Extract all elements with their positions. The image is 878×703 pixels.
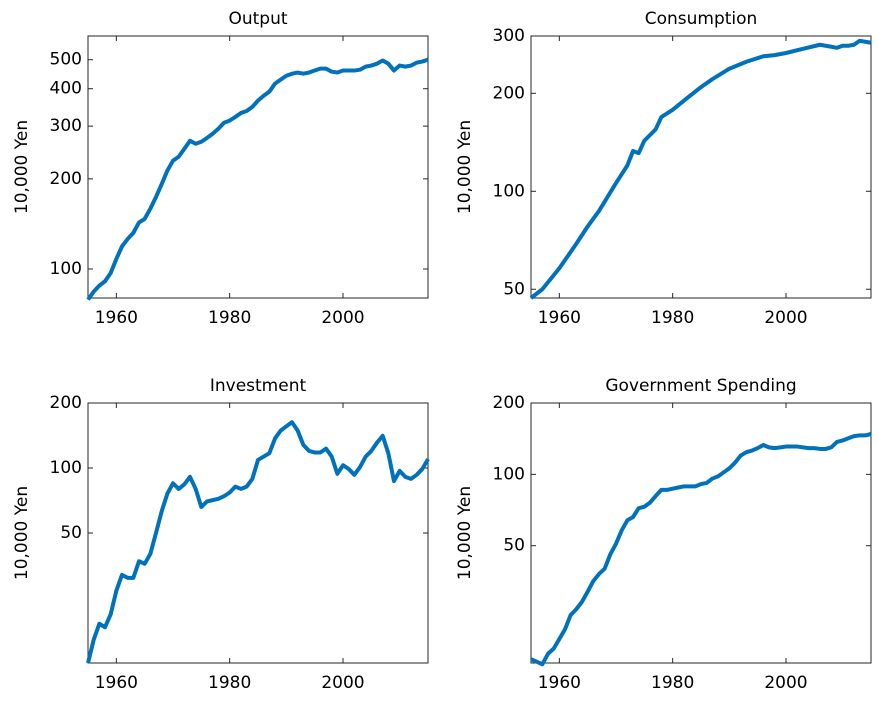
y-tick-label: 500 bbox=[50, 50, 82, 70]
y-axis-label: 10,000 Yen bbox=[455, 486, 475, 580]
x-tick-label: 2000 bbox=[321, 308, 364, 328]
y-tick-label: 200 bbox=[493, 393, 525, 413]
y-tick-label: 50 bbox=[60, 523, 82, 543]
x-tick-label: 1960 bbox=[538, 673, 581, 693]
y-tick-label: 300 bbox=[493, 26, 525, 46]
y-tick-label: 100 bbox=[493, 464, 525, 484]
x-tick-label: 1960 bbox=[95, 308, 138, 328]
x-tick-label: 1960 bbox=[95, 673, 138, 693]
y-tick-label: 200 bbox=[50, 393, 82, 413]
y-tick-label: 200 bbox=[50, 169, 82, 189]
y-tick-label: 50 bbox=[503, 279, 525, 299]
data-line bbox=[530, 432, 872, 667]
data-line bbox=[86, 420, 430, 664]
y-tick-label: 100 bbox=[50, 259, 82, 279]
data-line bbox=[529, 38, 872, 300]
x-tick-label: 1980 bbox=[208, 673, 251, 693]
x-tick-label: 1980 bbox=[651, 673, 694, 693]
data-line bbox=[86, 57, 429, 301]
y-tick-label: 200 bbox=[493, 83, 525, 103]
y-axis-label: 10,000 Yen bbox=[12, 486, 32, 580]
x-tick-label: 1980 bbox=[651, 308, 694, 328]
x-tick-label: 2000 bbox=[764, 308, 807, 328]
x-tick-label: 1980 bbox=[208, 308, 251, 328]
chart-title: Investment bbox=[210, 376, 307, 396]
y-tick-label: 100 bbox=[493, 181, 525, 201]
chart-title: Output bbox=[228, 9, 287, 29]
y-axis-label: 10,000 Yen bbox=[455, 120, 475, 214]
plot-frame bbox=[87, 35, 429, 299]
y-tick-label: 100 bbox=[50, 458, 82, 478]
x-tick-label: 2000 bbox=[764, 673, 807, 693]
chart-title: Government Spending bbox=[605, 376, 796, 396]
y-tick-label: 400 bbox=[50, 79, 82, 99]
plot-frame bbox=[530, 402, 872, 664]
chart-title: Consumption bbox=[645, 9, 758, 29]
y-tick-label: 300 bbox=[50, 116, 82, 136]
x-tick-label: 1960 bbox=[538, 308, 581, 328]
y-axis-label: 10,000 Yen bbox=[12, 120, 32, 214]
x-tick-label: 2000 bbox=[321, 673, 364, 693]
y-tick-label: 50 bbox=[503, 536, 525, 556]
plot-frame bbox=[530, 35, 872, 299]
